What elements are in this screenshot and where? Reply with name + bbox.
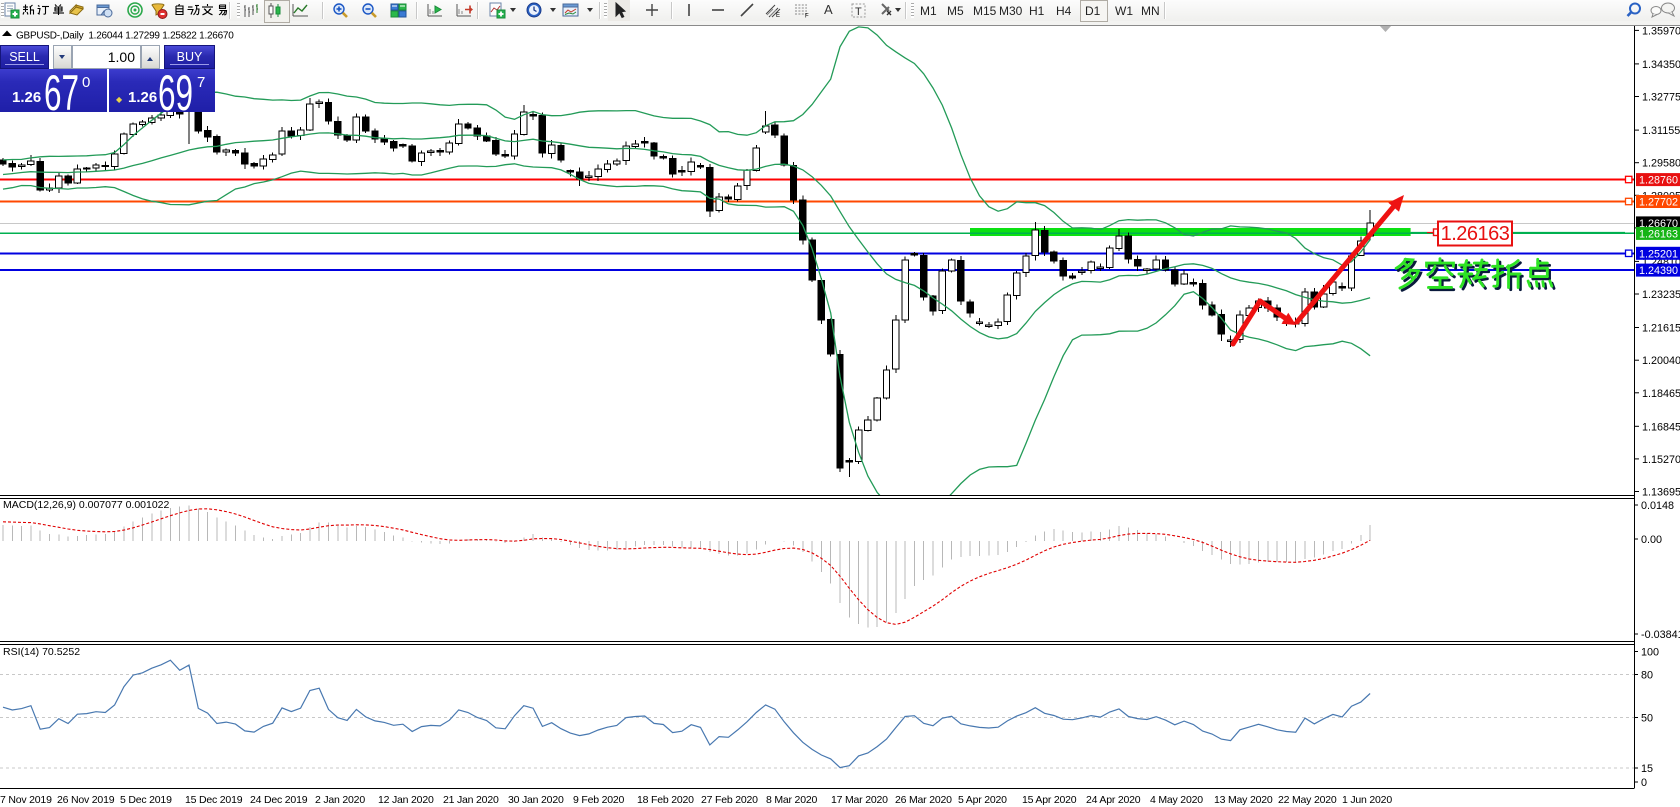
svg-text:E: E <box>776 13 780 19</box>
svg-text:RSI(14) 70.5252: RSI(14) 70.5252 <box>3 646 80 658</box>
svg-text:24 Apr 2020: 24 Apr 2020 <box>1086 794 1141 806</box>
svg-text:1.28760: 1.28760 <box>1639 175 1678 187</box>
svg-text:5 Dec 2019: 5 Dec 2019 <box>120 794 172 806</box>
svg-text:1.26163: 1.26163 <box>1441 223 1510 245</box>
svg-text:1 Jun 2020: 1 Jun 2020 <box>1342 794 1392 806</box>
svg-text:1.26163: 1.26163 <box>1639 228 1678 240</box>
svg-text:T: T <box>855 6 862 18</box>
svg-text:F: F <box>805 14 809 20</box>
svg-text:1.25201: 1.25201 <box>1639 248 1678 260</box>
svg-text:26 Mar 2020: 26 Mar 2020 <box>895 794 952 806</box>
svg-text:8 Mar 2020: 8 Mar 2020 <box>766 794 817 806</box>
svg-text:30 Jan 2020: 30 Jan 2020 <box>508 794 564 806</box>
svg-text:1.18465: 1.18465 <box>1642 388 1680 400</box>
svg-text:24 Dec 2019: 24 Dec 2019 <box>250 794 308 806</box>
svg-text:15 Dec 2019: 15 Dec 2019 <box>185 794 243 806</box>
svg-text:-0.038415: -0.038415 <box>1641 629 1680 641</box>
svg-text:7 Nov 2019: 7 Nov 2019 <box>0 794 52 806</box>
svg-text:1.34350: 1.34350 <box>1642 59 1680 71</box>
svg-text:9 Feb 2020: 9 Feb 2020 <box>573 794 624 806</box>
svg-text:1.32775: 1.32775 <box>1642 92 1680 104</box>
svg-text:17 Mar 2020: 17 Mar 2020 <box>831 794 888 806</box>
svg-text:100: 100 <box>1641 647 1659 659</box>
svg-text:0.0148: 0.0148 <box>1641 500 1674 512</box>
svg-text:15 Apr 2020: 15 Apr 2020 <box>1022 794 1077 806</box>
svg-text:21 Jan 2020: 21 Jan 2020 <box>443 794 499 806</box>
svg-text:26 Nov 2019: 26 Nov 2019 <box>57 794 115 806</box>
svg-text:1.24390: 1.24390 <box>1639 265 1678 277</box>
svg-text:4 May 2020: 4 May 2020 <box>1150 794 1203 806</box>
svg-text:1.29580: 1.29580 <box>1642 158 1680 170</box>
svg-text:1.16845: 1.16845 <box>1642 421 1680 433</box>
svg-text:1.20040: 1.20040 <box>1642 355 1680 367</box>
svg-text:1.13695: 1.13695 <box>1642 487 1680 499</box>
svg-text:GBPUSD-,Daily 1.26044 1.27299: GBPUSD-,Daily 1.26044 1.27299 1.25822 1.… <box>16 31 234 42</box>
svg-text:27 Feb 2020: 27 Feb 2020 <box>701 794 758 806</box>
svg-text:5 Apr 2020: 5 Apr 2020 <box>958 794 1007 806</box>
svg-text:1.31155: 1.31155 <box>1642 125 1680 137</box>
svg-text:MACD(12,26,9) 0.007077 0.00102: MACD(12,26,9) 0.007077 0.001022 <box>3 499 170 511</box>
svg-text:1.23235: 1.23235 <box>1642 289 1680 301</box>
svg-text:15: 15 <box>1641 763 1653 775</box>
svg-text:0: 0 <box>1641 777 1647 789</box>
svg-text:13 May 2020: 13 May 2020 <box>1214 794 1273 806</box>
svg-text:80: 80 <box>1641 670 1653 682</box>
svg-text:50: 50 <box>1641 713 1653 725</box>
svg-text:18 Feb 2020: 18 Feb 2020 <box>637 794 694 806</box>
svg-text:1.35970: 1.35970 <box>1642 25 1680 37</box>
svg-text:12 Jan 2020: 12 Jan 2020 <box>378 794 434 806</box>
svg-text:1.21615: 1.21615 <box>1642 323 1680 335</box>
svg-text:1.27702: 1.27702 <box>1639 197 1678 209</box>
svg-text:22 May 2020: 22 May 2020 <box>1278 794 1337 806</box>
svg-text:0.00: 0.00 <box>1641 534 1662 546</box>
svg-text:2 Jan 2020: 2 Jan 2020 <box>315 794 365 806</box>
svg-text:1.15270: 1.15270 <box>1642 454 1680 466</box>
